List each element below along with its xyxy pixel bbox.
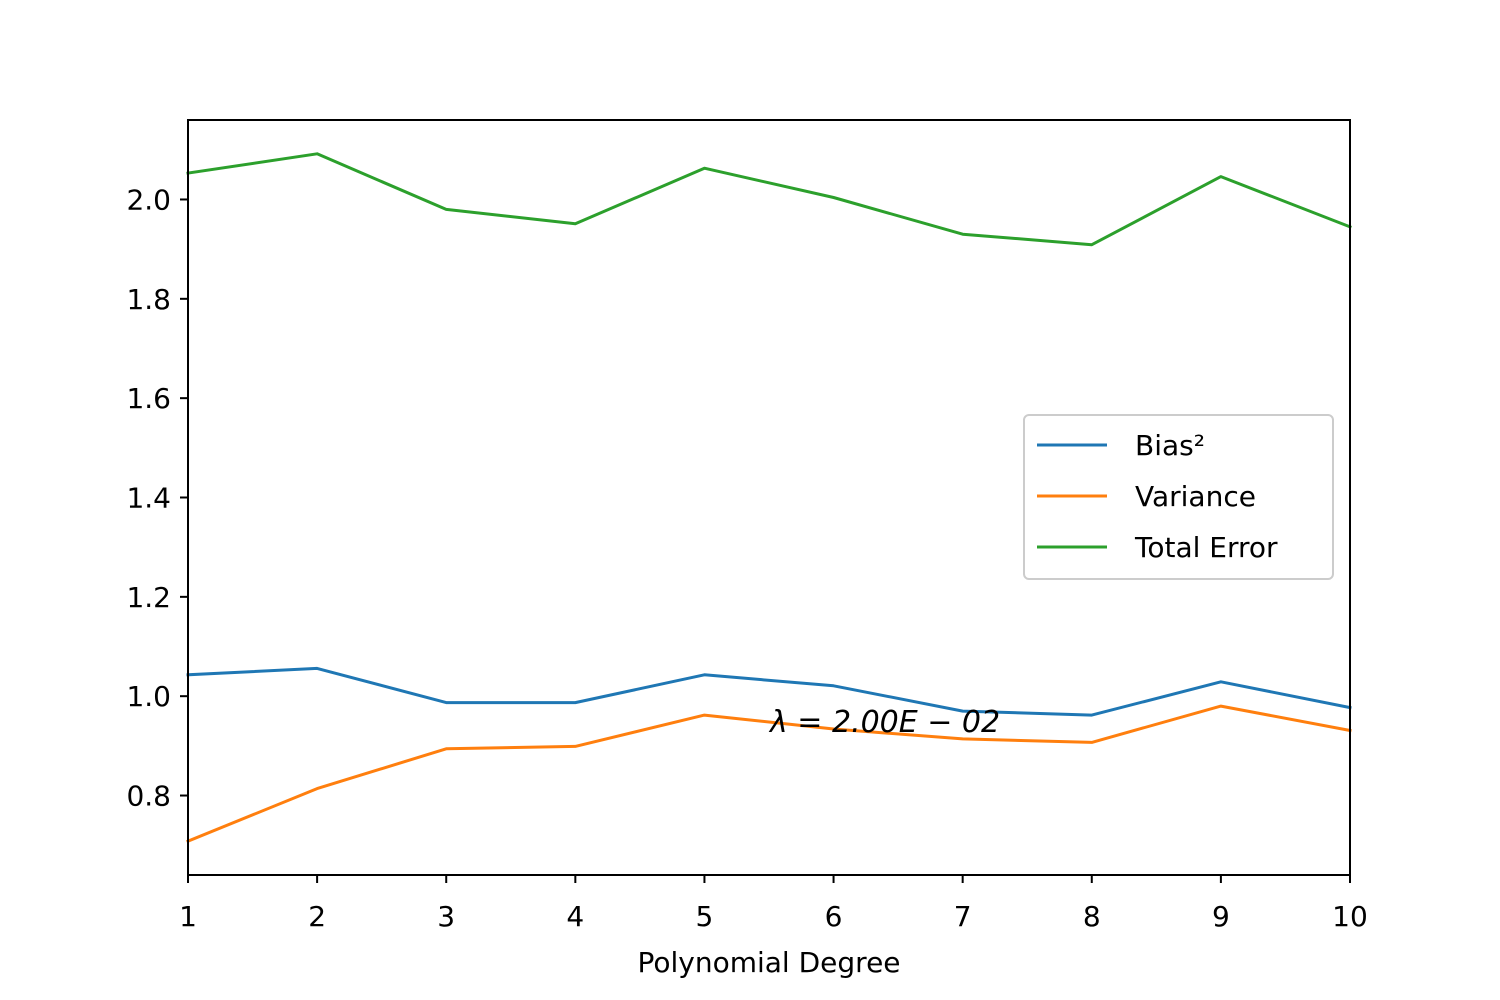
y-tick-label: 1.6: [126, 382, 171, 415]
x-axis-title: Polynomial Degree: [637, 946, 900, 979]
y-tick-label: 1.4: [126, 482, 171, 515]
y-tick-label: 1.8: [126, 283, 171, 316]
series-layer: [186, 152, 1352, 844]
y-tick-label: 1.0: [126, 680, 171, 713]
legend-box: [1023, 414, 1334, 580]
y-tick-label: 0.8: [126, 780, 171, 813]
series-line-total-error: [186, 152, 1352, 247]
y-tick-label: 1.2: [126, 581, 171, 614]
legend-label-total-error: Total Error: [1134, 531, 1278, 564]
series-line-variance: [186, 704, 1352, 844]
legend: Bias² Variance Total Error: [1023, 414, 1334, 580]
legend-items: Bias² Variance Total Error: [1037, 429, 1278, 564]
x-tick-label: 9: [1212, 900, 1230, 933]
x-tick-label: 8: [1083, 900, 1101, 933]
x-tick-label: 4: [566, 900, 584, 933]
x-tick-label: 2: [308, 900, 326, 933]
x-tick-label: 10: [1332, 900, 1368, 933]
x-tick-label: 3: [437, 900, 455, 933]
legend-label-bias: Bias²: [1135, 429, 1205, 462]
legend-label-variance: Variance: [1135, 480, 1256, 513]
lambda-annotation: λ = 2.00E − 02: [768, 705, 1000, 740]
series-line-bias: [186, 666, 1352, 717]
y-tick-label: 2.0: [126, 183, 171, 216]
x-tick-label: 7: [954, 900, 972, 933]
x-tick-label: 1: [179, 900, 197, 933]
x-tick-label: 5: [696, 900, 714, 933]
x-tick-label: 6: [825, 900, 843, 933]
ticks-layer: 1 2 3 4 5 6 7 8 9 10 0.8 1.0 1.2 1.4 1.6 1.8 2.0: [126, 183, 1367, 933]
